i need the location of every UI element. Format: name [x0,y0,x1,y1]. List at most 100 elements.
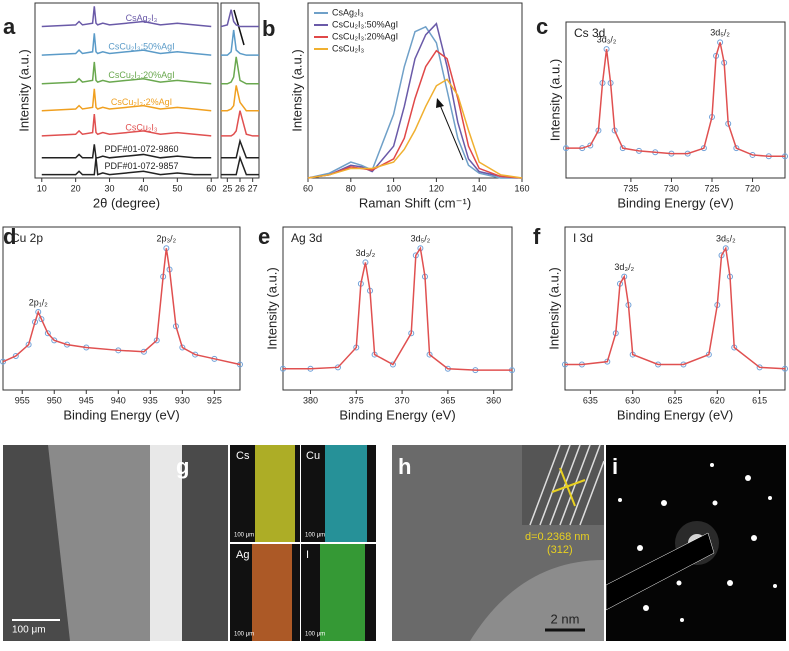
x-tick-label: 940 [111,395,126,405]
x-tick-label: 615 [752,395,767,405]
panel-letter: g [176,454,189,479]
x-tick-label: 360 [486,395,501,405]
x-tick-label: 625 [667,395,682,405]
panel-letter: b [262,16,275,41]
legend-label: CsCu₂I₃:50%AgI [332,19,398,29]
series-line [41,88,212,112]
series-line [221,56,259,85]
map-cs [255,445,295,542]
map-scale: 100 μm [234,632,254,638]
x-tick-label: 120 [429,183,444,193]
series-line [221,155,259,176]
beam-stop [605,532,715,611]
series-line [221,110,259,137]
plot-frame [282,226,513,391]
map-label: Ag [236,549,249,561]
series-line [307,22,523,179]
x-tick-label: 50 [172,183,182,193]
series-label: CsCu₂I₃ [125,122,157,132]
x-tick-label: 945 [79,395,94,405]
data-point [35,309,42,316]
x-axis-label: Binding Energy (eV) [63,407,179,422]
panel-letter: a [3,14,16,39]
x-tick-label: 10 [37,183,47,193]
x-tick-label: 725 [704,183,719,193]
x-tick-label: 30 [105,183,115,193]
data-point [0,358,6,365]
series-line [283,246,512,371]
series-line [221,29,259,56]
series-label: CsCu₂I₃:2%AgI [111,97,172,107]
x-tick-label: 950 [47,395,62,405]
y-axis-label: Intensity (a.u.) [546,267,561,349]
x-tick-label: 955 [15,395,30,405]
plot-frame [2,226,241,391]
map-label: Cu [306,450,320,462]
scale-text: 2 nm [551,611,580,626]
series-label: PDF#01-072-9860 [104,144,178,154]
map-scale: 100 μm [305,632,325,638]
x-tick-label: 735 [623,183,638,193]
data-point [733,145,740,152]
map-label: I [306,549,309,561]
x-tick-label: 80 [346,183,356,193]
arrow-head [436,98,444,108]
y-axis-label: Intensity (a.u.) [289,49,304,131]
x-tick-label: 60 [303,183,313,193]
x-tick-label: 20 [71,183,81,193]
x-tick-label: 60 [206,183,216,193]
peak-label: 3d₅/₂ [710,28,730,38]
series-label: PDF#01-072-9857 [104,161,178,171]
data-point [51,337,58,344]
legend-label: CsCu₂I₃ [332,43,364,53]
sem-wire [48,445,150,641]
peak-label: 2p₁/₂ [29,297,49,307]
spacing-marker [551,479,586,493]
map-scale: 100 μm [305,533,325,539]
peak-label: 3d₅/₂ [411,234,431,244]
data-point [389,361,396,368]
x-tick-label: 635 [583,395,598,405]
x-tick-label: 26 [235,183,245,193]
d-spacing: d=0.2368 nm [525,531,590,543]
series-line [565,246,786,370]
peak-label: 3d₅/₂ [716,234,736,244]
panel-letter: d [3,224,16,249]
x-tick-label: 25 [222,183,232,193]
y-axis-label: Intensity (a.u.) [264,267,279,349]
x-tick-label: 365 [440,395,455,405]
peak-label: 3d₃/₂ [614,262,634,272]
x-axis-label: Binding Energy (eV) [617,195,733,210]
y-axis-label: Intensity (a.u.) [16,49,31,131]
y-axis-label: Intensity (a.u.) [547,59,562,141]
series-line [307,25,522,179]
legend-label: CsAg₂I₃ [332,7,364,17]
plot-frame [564,226,786,391]
peak-label: 3d₃/₂ [597,35,617,45]
data-point [12,352,19,359]
series-line [41,6,212,28]
scale-text: 100 μm [12,625,46,636]
map-label: Cs [236,450,250,462]
peak-label: 2p₃/₂ [157,234,177,244]
series-line [220,9,259,28]
panel-letter: f [533,224,541,249]
x-tick-label: 100 [386,183,401,193]
plane-index: (312) [547,544,573,556]
panel-title: I 3d [573,231,593,245]
peak-label: 3d₃/₂ [356,248,376,258]
panel-letter: c [536,14,548,39]
plot-frame [34,2,219,179]
panel-letter: e [258,224,270,249]
plot-frame [565,21,786,179]
trend-arrow [439,104,464,161]
lattice-fringes [529,444,605,526]
series-line [41,157,212,176]
panel-letter: h [398,454,411,479]
data-point [38,316,45,323]
map-scale: 100 μm [234,533,254,539]
x-tick-label: 40 [138,183,148,193]
x-tick-label: 160 [514,183,529,193]
data-point [44,330,51,337]
